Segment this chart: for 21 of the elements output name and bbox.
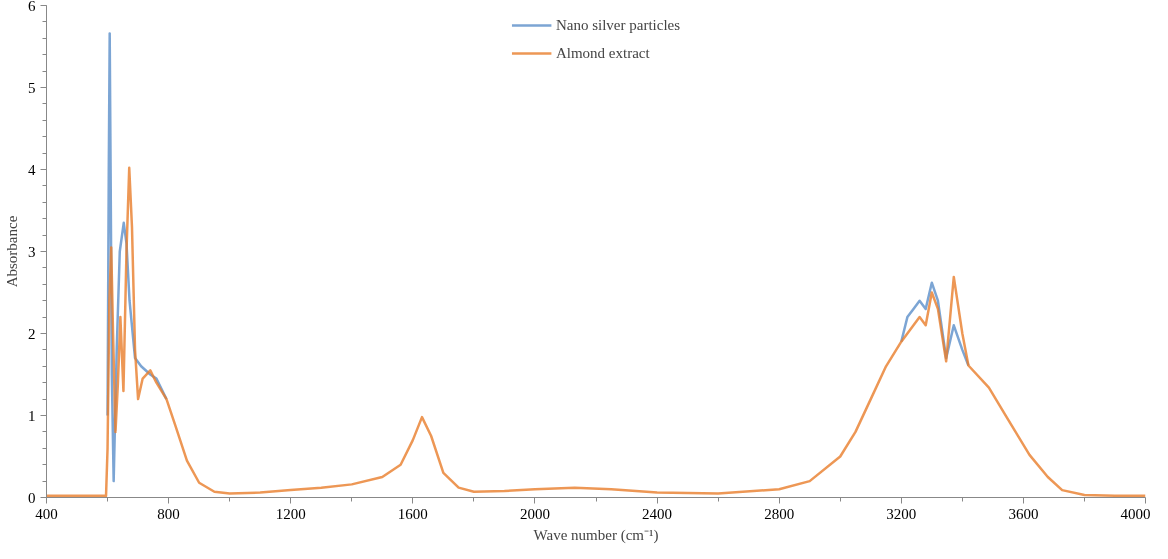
x-tick-label: 2000 <box>519 505 550 522</box>
x-tick-label: 3600 <box>1008 505 1039 522</box>
x-axis-title: Wave number (cm⁻¹) <box>533 526 659 544</box>
legend-label: Almond extract <box>555 44 650 62</box>
y-axis-title: Absorbance <box>4 215 20 288</box>
y-tick-label: 5 <box>28 79 36 96</box>
x-tick-label: 1600 <box>397 505 428 522</box>
x-tick-label: 4000 <box>1120 505 1151 522</box>
x-tick-label: 2800 <box>764 505 795 522</box>
y-tick-label: 3 <box>28 243 36 260</box>
x-tick-label: 3200 <box>886 505 917 522</box>
y-tick-label: 6 <box>28 0 36 14</box>
legend-label: Nano silver particles <box>555 16 681 34</box>
y-tick-label: 4 <box>28 161 36 178</box>
y-tick-label: 0 <box>28 489 36 506</box>
x-tick-label: 1200 <box>275 505 306 522</box>
x-tick-label: 2400 <box>642 505 673 522</box>
y-tick-label: 1 <box>28 407 36 424</box>
x-tick-label: 400 <box>35 505 58 522</box>
y-tick-label: 2 <box>28 325 36 342</box>
x-tick-label: 800 <box>157 505 180 522</box>
